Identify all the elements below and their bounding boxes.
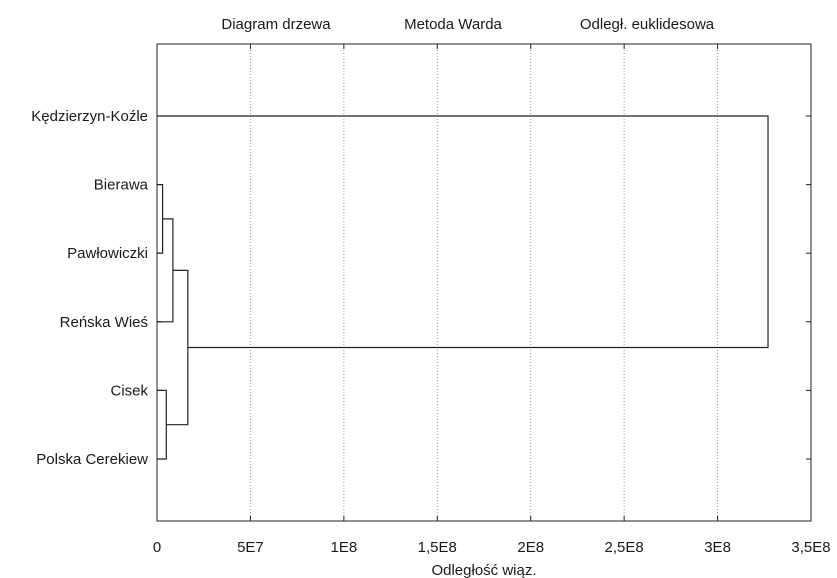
dendrogram-link-1 [157,389,167,460]
leaf-label-polska-cerekiew: Polska Cerekiew [36,451,148,468]
dendrogram-link-3 [166,269,189,426]
x-tick-label-4: 2E8 [517,539,544,556]
chart-title: Diagram drzewa Metoda Warda Odległ. eukl… [221,16,714,33]
x-tick-label-3: 1,5E8 [418,539,457,556]
x-tick-label-2: 1E8 [331,539,358,556]
dendrogram-link-2 [157,218,174,323]
x-axis-title: Odległość wiąz. [431,562,536,578]
x-tick-label-6: 3E8 [704,539,731,556]
leaf-label-renska-wies: Reńska Wieś [60,314,148,331]
x-tick-label-7: 3,5E8 [791,539,830,556]
title-part-tree-diagram: Diagram drzewa [221,16,331,33]
x-tick-labels: 0 5E7 1E8 1,5E8 2E8 2,5E8 3E8 3,5E8 [153,539,831,556]
leaf-labels: Kędzierzyn-Koźle Bierawa Pawłowiczki Reńska… [31,108,148,468]
dendrogram-links [157,115,769,460]
dendrogram-link-0 [157,184,164,254]
leaf-label-bierawa: Bierawa [94,177,149,194]
dendrogram-link-4 [157,115,769,349]
leaf-label-pawlowiczki: Pawłowiczki [67,245,148,262]
x-tick-label-1: 5E7 [237,539,264,556]
leaf-label-cisek: Cisek [110,382,148,399]
x-tick-label-5: 2,5E8 [605,539,644,556]
title-part-euclidean-distance: Odległ. euklidesowa [580,16,715,33]
x-tick-label-0: 0 [153,539,161,556]
leaf-label-kedzierzyn-kozle: Kędzierzyn-Koźle [31,108,148,125]
plot-frame [156,43,812,522]
title-part-ward-method: Metoda Warda [404,16,502,33]
